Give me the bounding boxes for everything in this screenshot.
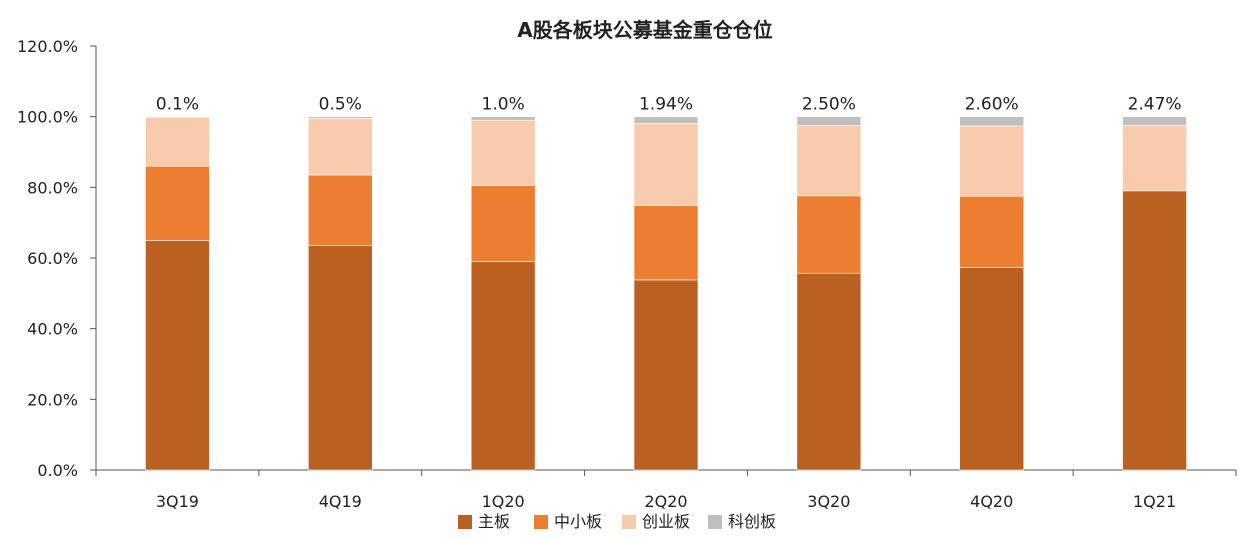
bar-segment-1 [1122, 190, 1187, 471]
bar-segment-4 [470, 116, 536, 121]
bar-segment-4 [633, 116, 699, 124]
data-label: 2.50% [802, 95, 856, 115]
data-label: 0.5% [319, 95, 362, 115]
y-tick-label: 20.0% [27, 390, 78, 409]
bar-segment-3 [796, 125, 862, 197]
bar-segment-2 [633, 205, 699, 281]
bar-segment-4 [307, 116, 373, 119]
bar-segment-2 [470, 185, 536, 262]
bar-segment-3 [470, 119, 536, 186]
bar-segment-4 [796, 116, 862, 126]
bar-segment-1 [633, 279, 699, 471]
bar-segment-1 [959, 267, 1025, 471]
x-tick-label: 3Q19 [156, 492, 199, 511]
legend-swatch [458, 515, 472, 529]
bar-segment-2 [145, 165, 210, 241]
legend-swatch [534, 515, 548, 529]
x-tick-label: 3Q20 [807, 492, 850, 511]
data-labels: 0.1% 0.5% 1.0% 1.94% 2.50% 2.60% 2.47% [156, 95, 1182, 115]
bar-segment-1 [307, 245, 373, 471]
bar-segment-3 [145, 116, 210, 167]
bar-segment-4 [1122, 116, 1187, 126]
y-tick-label: 0.0% [37, 461, 78, 480]
bar-segment-1 [145, 240, 210, 471]
y-tick-label: 120.0% [17, 37, 78, 56]
x-tick-label: 1Q20 [482, 492, 525, 511]
y-tick-label: 80.0% [27, 178, 78, 197]
legend: 主板 中小板 创业板 科创板 [458, 512, 776, 531]
x-axis-ticks: 3Q19 4Q19 1Q20 2Q20 3Q20 4Q20 1Q21 [95, 470, 1237, 511]
bar-segment-1 [796, 272, 862, 471]
y-tick-label: 40.0% [27, 320, 78, 339]
bars [145, 116, 1187, 471]
legend-label: 中小板 [554, 512, 602, 531]
legend-label: 科创板 [728, 512, 776, 531]
bar-segment-2 [796, 195, 862, 274]
legend-label: 创业板 [642, 512, 690, 531]
y-tick-label: 60.0% [27, 249, 78, 268]
y-axis-ticks: 0.0% 20.0% 40.0% 60.0% 80.0% 100.0% 120.0% [17, 37, 96, 480]
data-label: 1.0% [482, 95, 525, 115]
y-tick-label: 100.0% [17, 108, 78, 127]
chart-title: A股各板块公募基金重仓仓位 [517, 18, 772, 42]
x-tick-label: 1Q21 [1133, 492, 1176, 511]
bar-segment-2 [959, 195, 1025, 268]
x-tick-label: 4Q19 [319, 492, 362, 511]
legend-label: 主板 [478, 512, 510, 531]
legend-swatch [708, 515, 722, 529]
bar-segment-3 [307, 118, 373, 176]
data-label: 2.47% [1128, 95, 1182, 115]
data-label: 2.60% [965, 95, 1019, 115]
bar-segment-3 [1122, 125, 1187, 192]
legend-swatch [622, 515, 636, 529]
data-label: 0.1% [156, 95, 199, 115]
bar-segment-4 [959, 116, 1025, 127]
data-label: 1.94% [639, 95, 693, 115]
x-tick-label: 2Q20 [644, 492, 687, 511]
x-tick-label: 4Q20 [970, 492, 1013, 511]
bar-segment-3 [959, 125, 1025, 197]
bar-segment-2 [307, 174, 373, 246]
bar-segment-3 [633, 123, 699, 207]
bar-segment-1 [470, 261, 536, 471]
